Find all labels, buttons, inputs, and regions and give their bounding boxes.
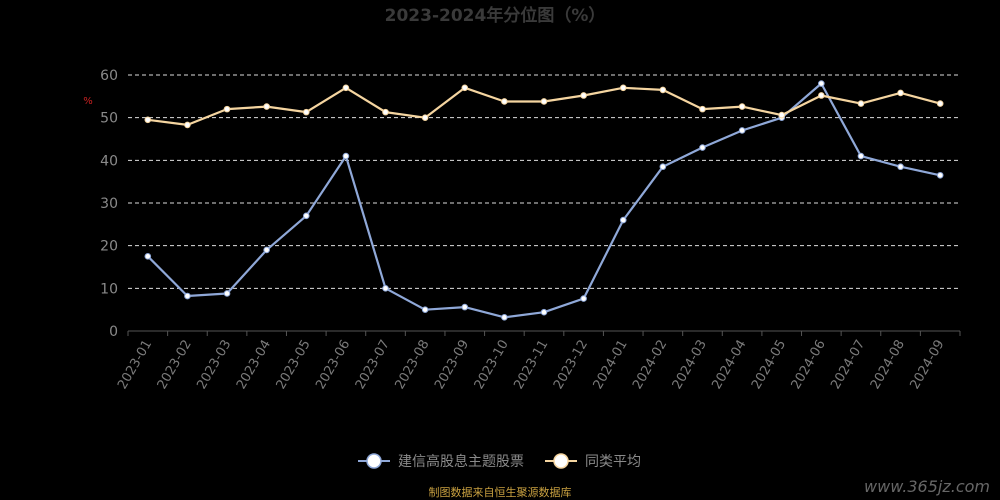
- data-point: [263, 103, 270, 110]
- x-tick-label: 2024-09: [908, 338, 948, 393]
- y-tick-label: 40: [100, 153, 118, 169]
- series: [144, 84, 944, 129]
- x-tick-label: 2024-04: [709, 338, 749, 393]
- data-point: [857, 100, 865, 107]
- y-tick-label: 60: [100, 68, 118, 84]
- data-point: [659, 163, 667, 171]
- data-point: [184, 292, 191, 300]
- data-point: [263, 246, 270, 254]
- data-point: [936, 171, 944, 179]
- data-point: [223, 290, 231, 297]
- x-tick-label: 2023-04: [234, 338, 274, 393]
- data-point: [738, 103, 746, 110]
- data-point: [461, 303, 469, 311]
- x-tick-label: 2023-07: [353, 338, 393, 393]
- y-tick-label: 10: [100, 281, 118, 297]
- series-line: [147, 82, 941, 319]
- x-tick-label: 2023-08: [392, 338, 432, 393]
- source-note: 制图数据来自恒生聚源数据库: [429, 485, 572, 499]
- data-point: [302, 212, 310, 220]
- data-point: [540, 98, 548, 105]
- data-point: [897, 89, 904, 97]
- data-point: [857, 152, 865, 160]
- y-tick-label: 20: [100, 239, 118, 255]
- data-point: [144, 253, 152, 260]
- legend-label: 同类平均: [585, 454, 641, 470]
- data-point: [421, 114, 429, 121]
- x-tick-label: 2024-02: [630, 338, 670, 393]
- data-point: [936, 100, 944, 107]
- y-axis-ticks: 0 10 20 30 40 50 60: [100, 68, 118, 340]
- legend-marker: [366, 453, 382, 469]
- data-point: [619, 84, 627, 92]
- x-tick-label: 2023-10: [472, 338, 512, 393]
- data-point: [659, 86, 667, 94]
- series: [144, 80, 944, 321]
- x-axis: [127, 330, 961, 336]
- x-tick-label: 2023-06: [313, 338, 353, 393]
- data-point: [144, 116, 152, 124]
- x-tick-label: 2023-09: [432, 338, 472, 393]
- data-point: [382, 108, 389, 116]
- data-point: [342, 84, 350, 92]
- y-tick-label: 30: [100, 196, 118, 212]
- data-point: [382, 285, 389, 292]
- series-group: [144, 80, 944, 321]
- y-axis-label: %: [83, 96, 93, 107]
- chart-title: 2023-2024年分位图（%）: [385, 5, 606, 26]
- data-point: [580, 295, 587, 302]
- data-point: [818, 80, 825, 87]
- data-point: [897, 163, 904, 171]
- x-tick-label: 2024-01: [591, 338, 631, 393]
- x-tick-label: 2024-07: [828, 338, 868, 393]
- data-point: [778, 111, 786, 119]
- data-point: [302, 108, 310, 116]
- data-point: [342, 152, 350, 160]
- x-axis-ticks: 2023-01 2023-02 2023-03 2023-04 2023-05 2023-…: [115, 338, 948, 393]
- data-point: [580, 92, 587, 99]
- y-tick-label: 50: [100, 111, 118, 127]
- data-point: [421, 306, 429, 313]
- data-point: [540, 308, 548, 316]
- data-point: [699, 144, 706, 151]
- x-tick-label: 2023-03: [194, 338, 234, 393]
- data-point: [738, 127, 746, 134]
- data-point: [501, 98, 508, 105]
- data-point: [699, 105, 706, 113]
- x-tick-label: 2024-03: [670, 338, 710, 393]
- data-point: [184, 121, 191, 129]
- legend-label: 建信高股息主题股票: [398, 453, 524, 470]
- x-tick-label: 2024-05: [749, 338, 789, 393]
- data-point: [223, 105, 231, 113]
- x-tick-label: 2023-02: [155, 338, 195, 393]
- grid-lines: [128, 74, 960, 289]
- watermark: www.365jz.com: [864, 477, 990, 496]
- x-tick-label: 2023-11: [511, 338, 551, 393]
- x-tick-label: 2023-01: [115, 338, 155, 393]
- x-tick-label: 2024-06: [789, 338, 829, 393]
- x-tick-label: 2023-12: [551, 338, 591, 393]
- x-tick-label: 2024-08: [868, 338, 908, 393]
- data-point: [461, 84, 469, 92]
- legend-item[interactable]: 同类平均: [545, 453, 641, 470]
- data-point: [619, 216, 627, 224]
- legend-item[interactable]: 建信高股息主题股票: [358, 453, 524, 470]
- legend[interactable]: 建信高股息主题股票 同类平均: [358, 453, 641, 470]
- legend-marker: [553, 453, 569, 469]
- data-point: [818, 92, 825, 99]
- y-tick-label: 0: [109, 324, 118, 340]
- x-tick-label: 2023-05: [274, 338, 314, 393]
- data-point: [501, 314, 508, 321]
